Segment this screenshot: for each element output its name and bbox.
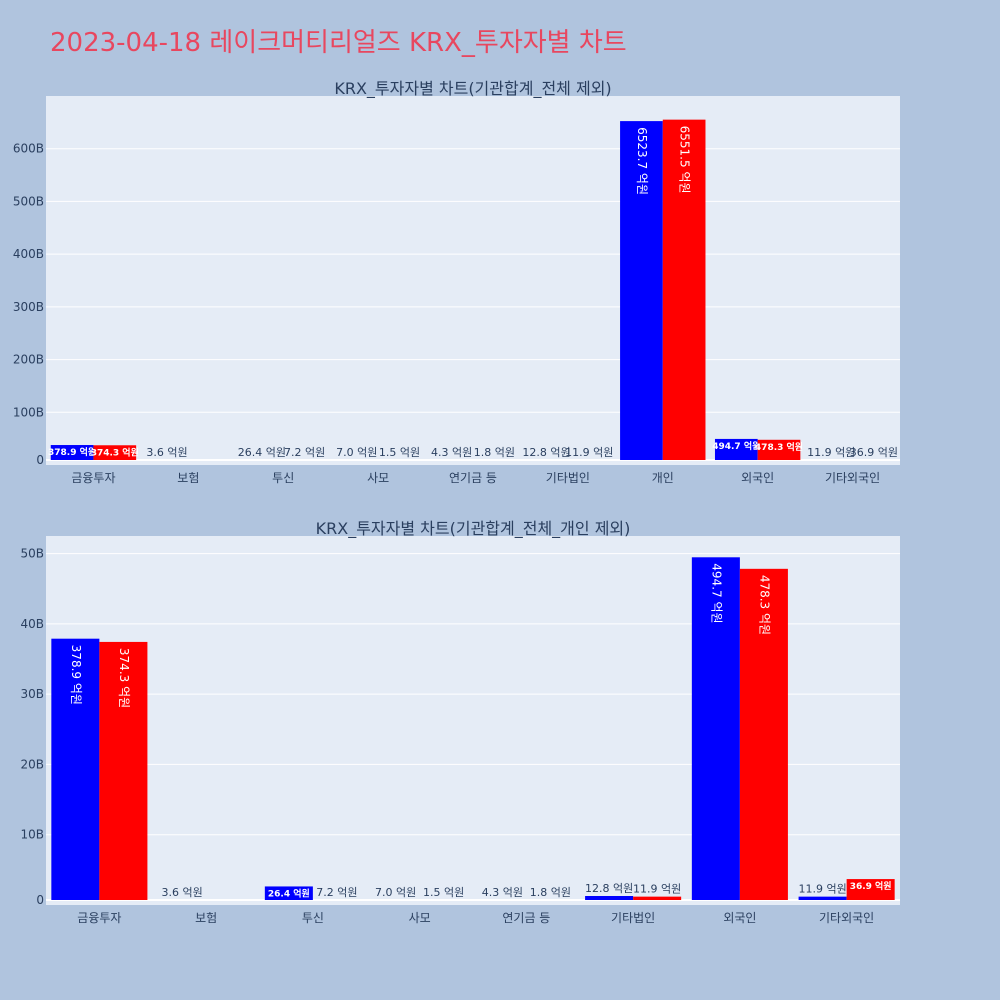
data-label: 1.8 억원 [530, 886, 571, 899]
bar [757, 439, 801, 460]
x-tick-label: 연기금 등 [502, 911, 550, 925]
data-label: 11.9 억원 [807, 446, 855, 459]
bar [714, 438, 758, 460]
x-tick-label: 금융투자 [77, 911, 121, 925]
data-label: 26.4 억원 [268, 887, 310, 899]
data-label: 36.9 억원 [850, 880, 892, 892]
page-title: 2023-04-18 레이크머티리얼즈 KRX_투자자별 차트 [50, 28, 627, 58]
data-label: 4.3 억원 [482, 886, 523, 899]
bar [50, 445, 94, 460]
data-label: 6523.7 억원 [635, 127, 649, 195]
bottom-bar-chart: 0 10B 20B 30B 40B 50B KRX_투자자별 차트(기관합계_전체_개인 제… [20, 519, 900, 925]
plot-area [46, 96, 900, 465]
bar [264, 886, 313, 900]
chart-title: KRX_투자자별 차트(기관합계_전체 제외) [334, 79, 611, 99]
data-label: 3.6 억원 [161, 886, 202, 899]
data-label: 478.3 억원 [755, 441, 803, 453]
y-tick-label: 40B [20, 617, 44, 631]
data-label: 4.3 억원 [431, 446, 472, 459]
x-tick-label: 기타외국인 [825, 471, 880, 485]
bar [51, 638, 100, 900]
bar [691, 557, 740, 900]
x-tick-label: 보험 [177, 471, 199, 485]
y-tick-label: 400B [13, 247, 44, 261]
y-tick-label: 100B [13, 405, 44, 419]
y-tick-label: 20B [20, 757, 44, 771]
bar [585, 896, 634, 900]
data-label: 7.2 억원 [316, 886, 357, 899]
data-label: 374.3 억원 [117, 648, 131, 708]
chart-title: KRX_투자자별 차트(기관합계_전체_개인 제외) [316, 519, 631, 539]
data-label: 1.5 억원 [379, 446, 420, 459]
data-label: 7.2 억원 [284, 446, 325, 459]
data-label: 1.8 억원 [474, 446, 515, 459]
data-label: 11.9 억원 [633, 883, 681, 896]
bar [93, 445, 137, 460]
x-tick-label: 기타법인 [546, 471, 590, 485]
data-label: 494.7 억원 [709, 563, 723, 623]
bar [99, 641, 148, 900]
data-label: 11.9 억원 [798, 883, 846, 896]
x-tick-label: 기타외국인 [819, 911, 874, 925]
data-label: 12.8 억원 [585, 882, 633, 895]
y-tick-label: 50B [20, 547, 44, 561]
x-tick-label: 외국인 [741, 471, 774, 485]
x-tick-label: 사모 [367, 471, 389, 485]
x-tick-label: 금융투자 [71, 471, 115, 485]
data-label: 7.0 억원 [336, 446, 377, 459]
y-tick-label: 0 [36, 453, 44, 467]
data-label: 494.7 억원 [712, 440, 760, 452]
y-tick-label: 30B [20, 687, 44, 701]
x-tick-label: 외국인 [723, 911, 756, 925]
top-bar-chart: 0 100B 200B 300B 400B 500B 600B KRX_투자자별 차트(기관합… [13, 79, 900, 485]
y-tick-label: 300B [13, 300, 44, 314]
bar [633, 896, 682, 900]
y-tick-label: 200B [13, 353, 44, 367]
x-tick-label: 투신 [302, 911, 324, 925]
bar [846, 879, 895, 900]
bar [620, 121, 663, 460]
data-label: 378.9 억원 [69, 645, 83, 705]
data-label: 6551.5 억원 [678, 126, 692, 194]
data-label: 7.0 억원 [375, 886, 416, 899]
x-tick-label: 보험 [195, 911, 217, 925]
bar [798, 896, 847, 900]
data-label: 12.8 억원 [522, 446, 570, 459]
y-tick-label: 600B [13, 142, 44, 156]
x-tick-label: 연기금 등 [449, 471, 497, 485]
y-tick-label: 0 [36, 893, 44, 907]
data-label: 3.6 억원 [146, 446, 187, 459]
y-tick-label: 500B [13, 194, 44, 208]
data-label: 374.3 억원 [91, 446, 139, 458]
data-label: 26.4 억원 [238, 446, 286, 459]
data-label: 11.9 억원 [565, 446, 613, 459]
data-label: 1.5 억원 [423, 886, 464, 899]
data-label: 378.9 억원 [48, 446, 96, 458]
data-label: 478.3 억원 [757, 575, 771, 635]
y-tick-label: 10B [20, 828, 44, 842]
bar [662, 119, 706, 460]
x-tick-label: 투신 [272, 471, 294, 485]
x-tick-label: 기타법인 [611, 911, 655, 925]
data-label: 36.9 억원 [850, 446, 898, 459]
x-tick-label: 사모 [409, 911, 431, 925]
x-tick-label: 개인 [652, 471, 674, 485]
bar [739, 568, 788, 900]
